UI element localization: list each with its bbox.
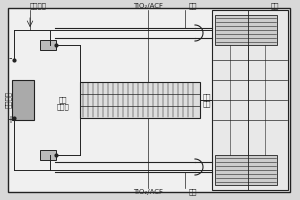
Text: 风扇: 风扇 (271, 3, 279, 9)
Text: 粘胶: 粘胶 (203, 101, 211, 107)
Bar (40, 40, 56, 50)
Text: 灯管电源: 灯管电源 (29, 3, 46, 9)
Text: 导电: 导电 (203, 94, 211, 100)
Text: +: + (6, 115, 14, 125)
Bar (12, 80, 34, 120)
Bar (40, 150, 56, 160)
Bar (212, 10, 288, 190)
Text: 灯管: 灯管 (189, 189, 197, 195)
Text: 固体: 固体 (59, 97, 67, 103)
Bar (80, 82, 200, 118)
Text: TiO₂/ACF: TiO₂/ACF (133, 3, 163, 9)
Text: -: - (8, 53, 12, 63)
Text: 灯管: 灯管 (189, 3, 197, 9)
Text: TiO₂/ACF: TiO₂/ACF (133, 189, 163, 195)
Text: 电解质: 电解质 (57, 104, 69, 110)
Text: 直流电源: 直流电源 (5, 92, 11, 108)
Bar (215, 15, 277, 45)
Bar (215, 155, 277, 185)
